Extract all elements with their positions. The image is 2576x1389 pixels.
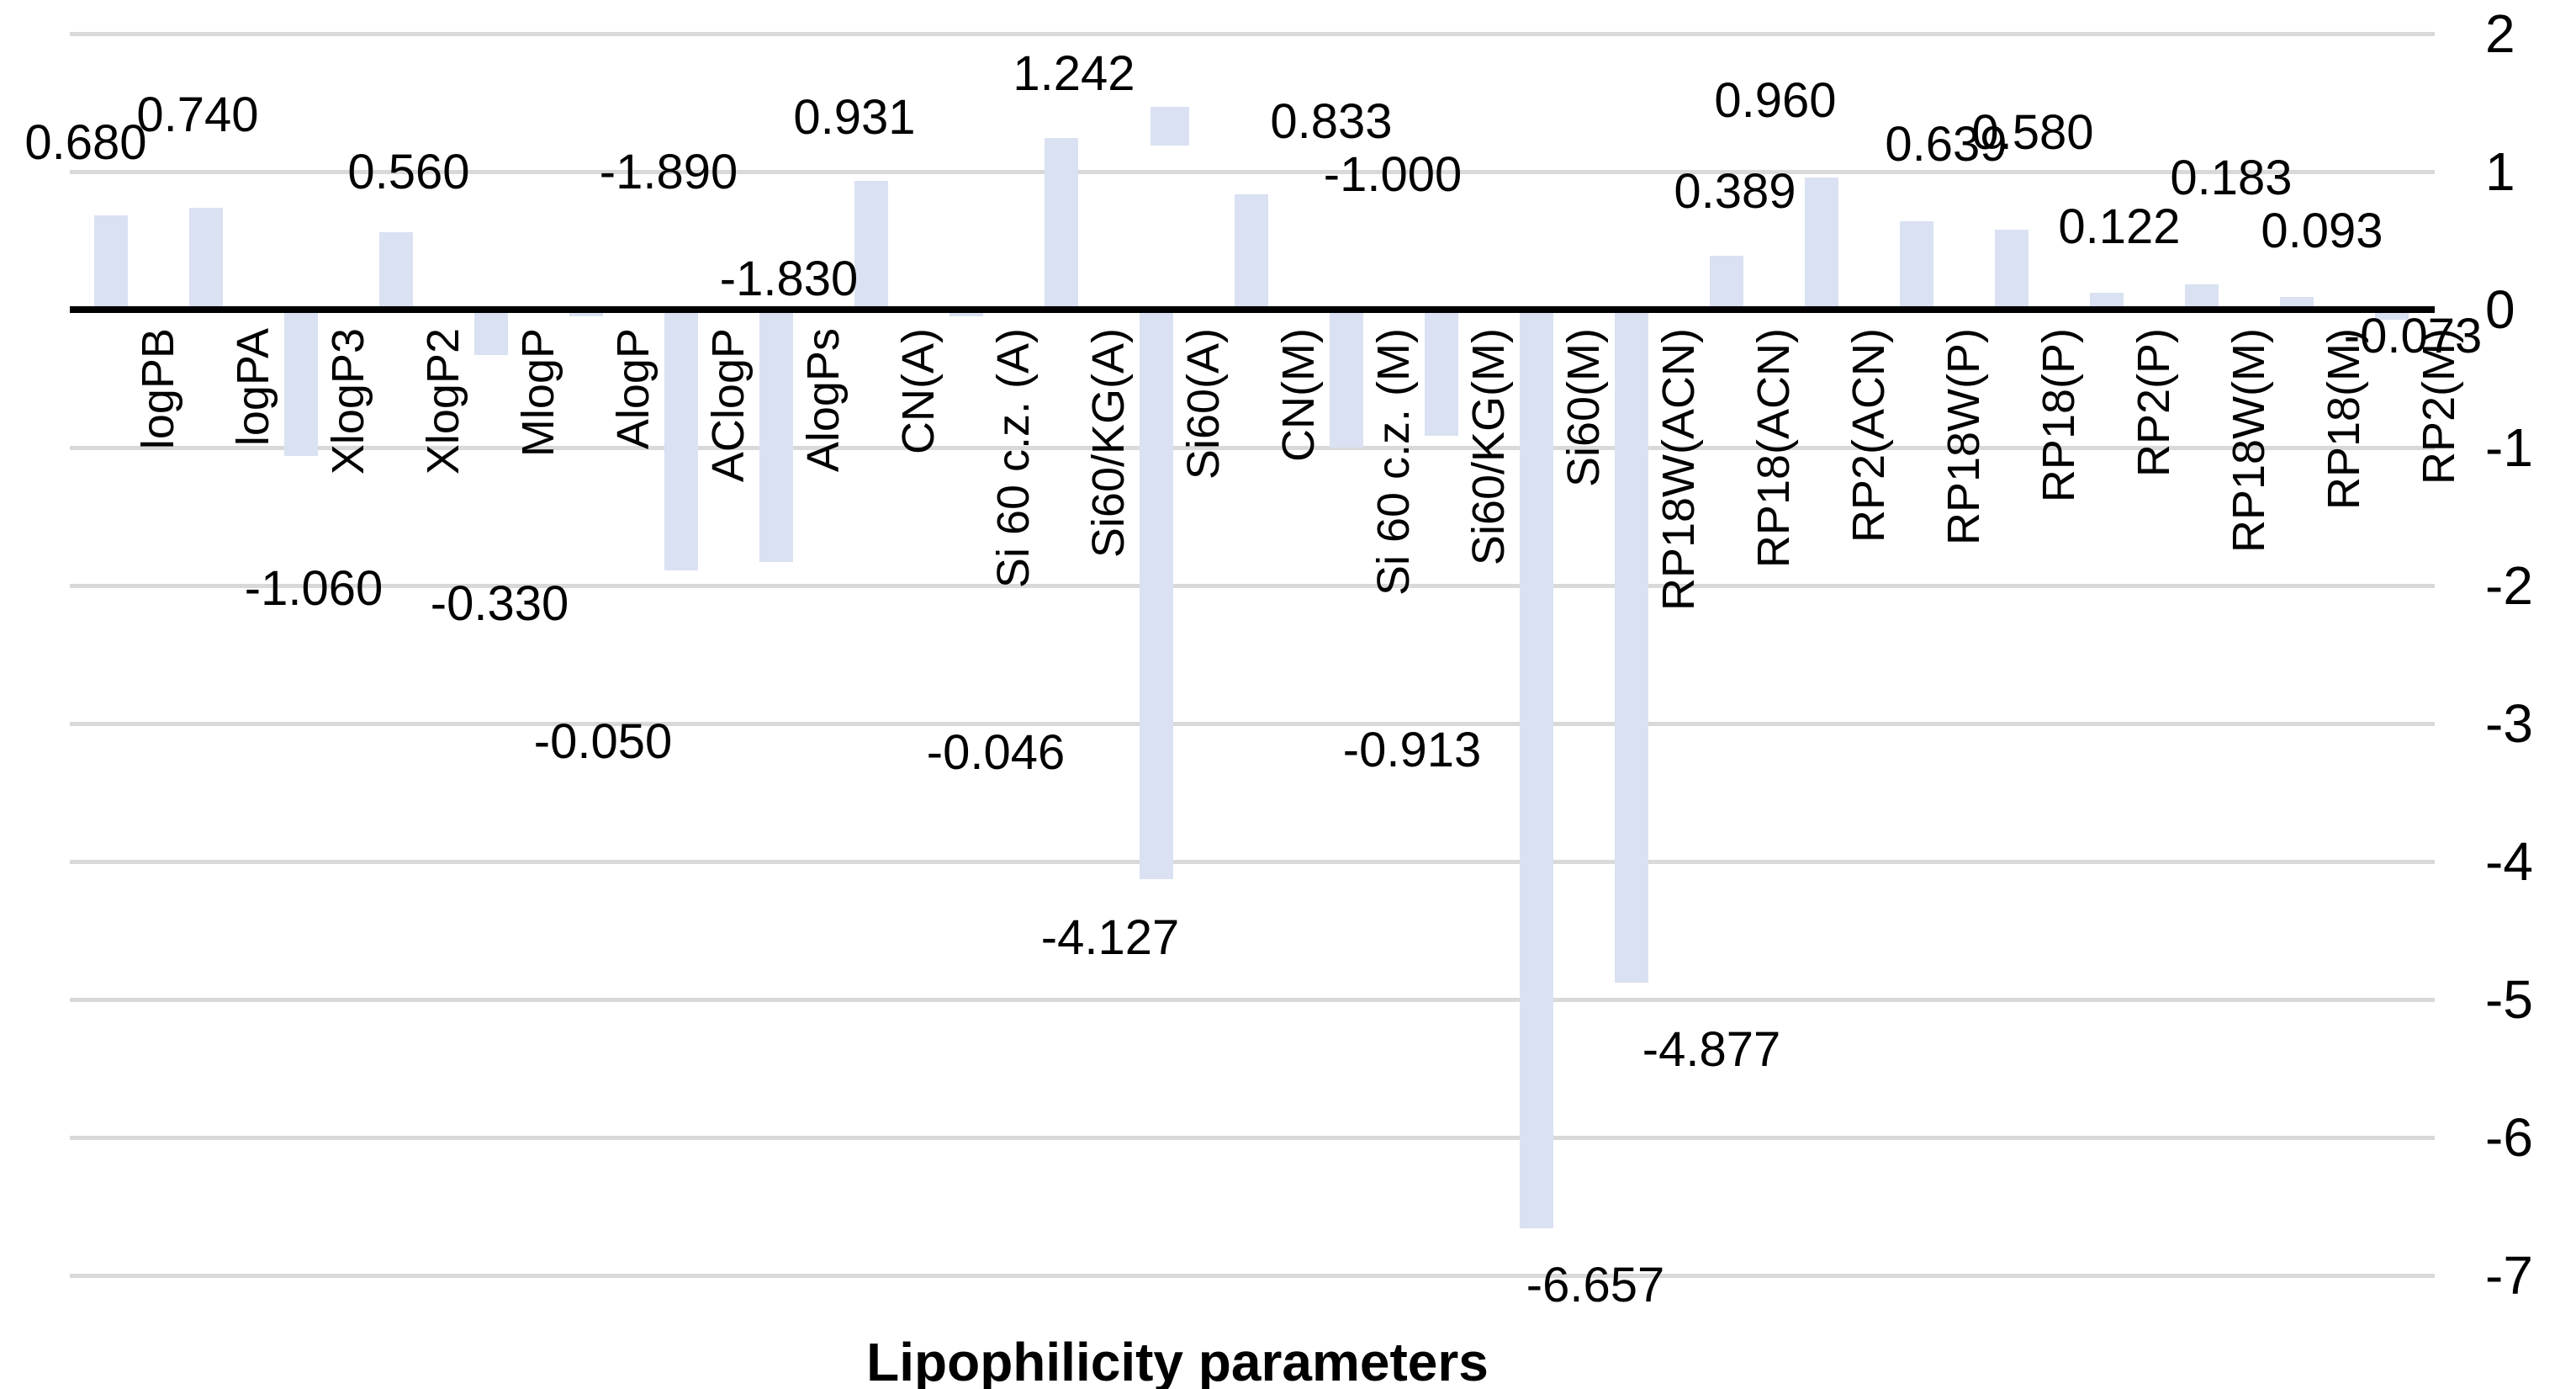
- data-label-RP18W(P): 0.639: [1885, 117, 2007, 172]
- bar-Si 60 c.z. (M): [1330, 310, 1363, 448]
- category-label-CN(M): CN(M): [1273, 328, 1324, 462]
- category-label-AlogPs: AlogPs: [798, 328, 849, 473]
- gridline-y-3: [70, 722, 2435, 726]
- x-axis-title: Lipophilicity parameters: [866, 1332, 1489, 1389]
- data-label-AClogP: -1.890: [599, 145, 738, 199]
- category-label-Si60(M): Si60(M): [1558, 328, 1609, 488]
- bar-logPA: [189, 207, 223, 310]
- y-axis-tick-label--1: -1: [2485, 417, 2533, 478]
- gridline-y2: [70, 32, 2435, 36]
- data-label-MlogP: -0.330: [430, 576, 569, 631]
- y-axis-tick-label--7: -7: [2485, 1245, 2533, 1306]
- data-label-RP2(ACN): 0.960: [1714, 73, 1837, 128]
- category-label-RP2(P): RP2(P): [2129, 328, 2179, 478]
- data-label-Si60(M): -6.657: [1526, 1258, 1665, 1312]
- category-label-Si60/KG(A): Si60/KG(A): [1083, 328, 1134, 559]
- category-label-AClogP: AClogP: [703, 328, 754, 483]
- category-label-RP2(ACN): RP2(ACN): [1843, 328, 1894, 543]
- category-label-XlogP2: XlogP2: [418, 328, 468, 475]
- category-label-RP18(ACN): RP18(ACN): [1748, 328, 1799, 569]
- data-label-RP18(M): 0.093: [2261, 204, 2383, 258]
- bar-RP18W(P): [1900, 221, 1933, 310]
- category-label-RP18W(P): RP18W(P): [1939, 328, 1989, 546]
- category-label-logPB: logPB: [133, 328, 183, 450]
- y-axis-tick-label-0: 0: [2485, 279, 2515, 340]
- category-label-MlogP: MlogP: [513, 328, 563, 458]
- data-label-RP2(M): -0.073: [2343, 309, 2483, 363]
- category-label-AlogP: AlogP: [608, 328, 659, 450]
- category-label-Si60/KG(M): Si60/KG(M): [1463, 328, 1514, 566]
- bar-RP2(M): [2375, 310, 2409, 320]
- data-label-RP18W(M): 0.183: [2170, 151, 2293, 205]
- bar-XlogP2: [379, 232, 413, 310]
- data-label-RP18(P): 0.580: [1971, 105, 2094, 160]
- category-label-RP18W(ACN): RP18W(ACN): [1653, 328, 1704, 612]
- bar-Si60/KG(M): [1425, 310, 1458, 436]
- y-axis-tick-label--2: -2: [2485, 555, 2533, 616]
- data-label-CN(M): 0.833: [1270, 94, 1393, 149]
- bar-Si60(A): [1140, 310, 1173, 879]
- bar-CN(M): [1235, 194, 1268, 310]
- data-label-RP18(ACN): 0.389: [1674, 164, 1796, 219]
- data-label-XlogP3: -1.060: [244, 561, 383, 616]
- bar-RP2(P): [2090, 292, 2124, 310]
- y-axis-tick-label--5: -5: [2485, 969, 2533, 1030]
- gridline-y-2: [70, 584, 2435, 588]
- bar-RP18(P): [1995, 229, 2029, 310]
- data-label-Si 60 c.z. (M): -1.000: [1323, 147, 1463, 202]
- data-label-CN(A): 0.931: [793, 90, 916, 145]
- data-label-XlogP2: 0.560: [347, 145, 470, 199]
- data-label-RP2(P): 0.122: [2058, 199, 2181, 254]
- bar-AlogPs: [759, 310, 793, 563]
- data-label-AlogPs: -1.830: [719, 252, 859, 306]
- category-label-Si 60 c.z. (M): Si 60 c.z. (M): [1368, 328, 1419, 596]
- data-label-AlogP: -0.050: [533, 714, 673, 769]
- bar-XlogP3: [284, 310, 318, 456]
- bar-MlogP: [474, 310, 508, 356]
- data-label-logPA: 0.740: [136, 87, 259, 142]
- bar-RP18W(M): [2185, 284, 2219, 310]
- bar-RP2(ACN): [1805, 177, 1838, 310]
- y-axis-tick-label-2: 2: [2485, 3, 2515, 64]
- x-axis-line: [70, 306, 2435, 313]
- bar-AClogP: [664, 310, 698, 570]
- gridline-y-7: [70, 1274, 2435, 1278]
- data-label-Si60(A): -4.127: [1040, 910, 1180, 965]
- bar-RP18W(ACN): [1615, 310, 1648, 983]
- bar-logPB: [94, 215, 128, 310]
- data-label-Si 60 c.z. (A): -0.046: [926, 725, 1066, 780]
- data-label-Si60/KG(A): 1.242: [1013, 46, 1135, 101]
- data-label-Si60/KG(M): -0.913: [1342, 723, 1482, 777]
- bar-Si60(M): [1520, 310, 1553, 1228]
- bar-RP18(ACN): [1710, 256, 1743, 310]
- category-label-XlogP3: XlogP3: [323, 328, 373, 475]
- category-label-Si 60 c.z. (A): Si 60 c.z. (A): [988, 328, 1039, 589]
- bar-AlogP: [569, 310, 603, 317]
- category-label-logPA: logPA: [228, 328, 278, 447]
- data-label-logPB: 0.680: [24, 115, 147, 170]
- bar-Si60/KG(A): [1045, 138, 1078, 310]
- y-axis-tick-label--3: -3: [2485, 693, 2533, 754]
- gridline-y1: [70, 170, 2435, 174]
- bar-CN(A): [854, 181, 888, 310]
- category-label-RP18(P): RP18(P): [2034, 328, 2084, 503]
- data-label-RP18W(ACN): -4.877: [1642, 1022, 1781, 1077]
- category-label-Si60(A): Si60(A): [1178, 328, 1229, 480]
- y-axis-tick-label--6: -6: [2485, 1107, 2533, 1168]
- gridline-y-1: [70, 446, 2435, 450]
- y-axis-tick-label--4: -4: [2485, 831, 2533, 892]
- gridline-y-4: [70, 860, 2435, 864]
- gridline-y-6: [70, 1136, 2435, 1140]
- gridline-y-5: [70, 998, 2435, 1002]
- stray-legend-marker: [1150, 107, 1189, 146]
- category-label-CN(A): CN(A): [893, 328, 944, 454]
- y-axis-tick-label-1: 1: [2485, 141, 2515, 202]
